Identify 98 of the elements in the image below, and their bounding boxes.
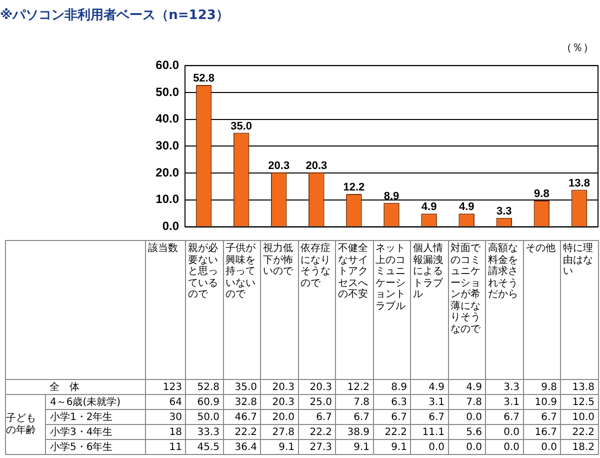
y-axis-title: 子どもの年齢	[6, 413, 37, 436]
data-label: 45.5	[186, 440, 223, 454]
chart-title: ※パソコン非利用者ベース（n=123）	[0, 7, 229, 24]
data-label: 10.9	[523, 394, 560, 410]
data-label: 11.1	[410, 424, 448, 440]
data-label: 46.7	[223, 410, 260, 424]
data-label: 6.7	[486, 410, 523, 424]
data-label: 20.3	[268, 160, 290, 172]
data-label: 32.8	[223, 394, 260, 410]
data-label: 9.1	[336, 440, 373, 454]
x-tick-label: 不健全なサイトアクセスへの不安	[338, 243, 369, 300]
data-label: 12.2	[336, 380, 373, 394]
data-label: 35.0	[223, 380, 260, 394]
data-label: 16.7	[523, 424, 560, 440]
data-label: 5.6	[448, 424, 486, 440]
data-label: 4.9	[421, 201, 437, 214]
data-label: 30	[146, 410, 186, 424]
data-label: 3.1	[486, 394, 523, 410]
data-label: 12.5	[560, 394, 598, 410]
data-label: 11	[146, 440, 186, 454]
data-label: 10.0	[560, 410, 598, 424]
data-label: 6.7	[523, 410, 560, 424]
y-tick-label: 0.0	[162, 219, 180, 234]
data-label: 6.7	[410, 410, 448, 424]
data-label: 3.1	[410, 394, 448, 410]
data-label: 8.9	[384, 190, 400, 202]
x-tick-label: 子供が興味を持っていないので	[226, 243, 256, 300]
data-label: 52.8	[193, 72, 214, 84]
data-label: 6.7	[336, 410, 373, 424]
data-label: 4.9	[458, 201, 474, 214]
x-tick-label: 依存症になりそうなので	[300, 243, 332, 289]
y-tick-label: 20.0	[156, 165, 180, 180]
data-label: 7.8	[448, 394, 486, 410]
data-label: 35.0	[230, 120, 252, 132]
data-label: 20.3	[260, 394, 298, 410]
x-tick-label: ネット上のコミュニケーショントラブル	[376, 243, 406, 312]
data-label: 33.3	[186, 424, 223, 440]
data-label: 22.2	[373, 424, 410, 440]
data-label: 9.8	[523, 380, 560, 394]
data-label: 13.8	[560, 380, 598, 394]
data-label: 20.3	[260, 380, 298, 394]
data-label: 50.0	[186, 410, 223, 424]
data-label: 20.3	[298, 380, 336, 394]
data-label: 7.8	[336, 394, 373, 410]
data-label: 9.8	[534, 188, 550, 200]
data-label: 20.3	[306, 160, 328, 172]
data-label: 64	[146, 394, 186, 410]
data-label: 0.0	[448, 410, 486, 424]
y-tick-label: 4～6歳(未就学)	[46, 394, 146, 410]
y-tick-label: 40.0	[156, 112, 180, 126]
x-tick-label: 視力低下が怖いので	[263, 243, 294, 278]
data-label: 4.9	[448, 380, 486, 394]
data-label: 22.2	[223, 424, 260, 440]
data-label: 3.3	[486, 380, 523, 394]
data-label: 12.2	[343, 182, 365, 194]
data-label: 0.0	[486, 440, 523, 454]
data-label: 0.0	[523, 440, 560, 454]
data-label: 9.1	[373, 440, 410, 454]
data-label: 27.8	[260, 424, 298, 440]
data-label: 0.0	[486, 424, 523, 440]
y-tick-label: 50.0	[156, 84, 180, 99]
x-tick-label: 高額な料金を請求されそうだから	[488, 243, 519, 300]
data-label: 9.1	[260, 440, 298, 454]
data-label: 22.2	[298, 424, 336, 440]
y-tick-label: 60.0	[156, 58, 180, 72]
y-axis-title: （％）	[561, 40, 594, 54]
data-label: 52.8	[186, 380, 223, 394]
data-label: 22.2	[560, 424, 598, 440]
data-label: 27.3	[298, 440, 336, 454]
x-tick-label: 親が必要ないと思っているので	[188, 243, 219, 300]
y-tick-label: 30.0	[156, 138, 180, 153]
y-tick-label: 小学3・4年生	[46, 424, 146, 440]
data-label: 25.0	[298, 394, 336, 410]
x-tick-label: その他	[526, 243, 556, 254]
x-tick-label: 対面でのコミュニケーションが希薄になりそうなので	[450, 243, 482, 335]
y-tick-label: 10.0	[156, 192, 180, 206]
data-label: 4.9	[410, 380, 448, 394]
data-label: 8.9	[373, 380, 410, 394]
data-label: 3.3	[496, 205, 512, 218]
data-label: 0.0	[410, 440, 448, 454]
data-label: 123	[146, 380, 186, 394]
data-label: 0.0	[448, 440, 486, 454]
data-label: 60.9	[186, 394, 223, 410]
data-label: 20.0	[260, 410, 298, 424]
y-tick-label: 小学1・2年生	[46, 410, 146, 424]
data-label: 6.3	[373, 394, 410, 410]
y-tick-label: 全 体	[46, 380, 146, 394]
data-label: 18.2	[560, 440, 598, 454]
data-label: 13.8	[568, 177, 590, 190]
data-label: 6.7	[298, 410, 336, 424]
data-label: 38.9	[336, 424, 373, 440]
data-label: 6.7	[373, 410, 410, 424]
y-tick-label: 小学5・6年生	[46, 440, 146, 454]
x-tick-label: 該当数	[148, 243, 179, 254]
x-tick-label: 個人情報漏洩によるトラブル	[413, 243, 444, 300]
data-label: 18	[146, 424, 186, 440]
data-label: 36.4	[223, 440, 260, 454]
x-tick-label: 特に理由はない	[563, 243, 594, 278]
